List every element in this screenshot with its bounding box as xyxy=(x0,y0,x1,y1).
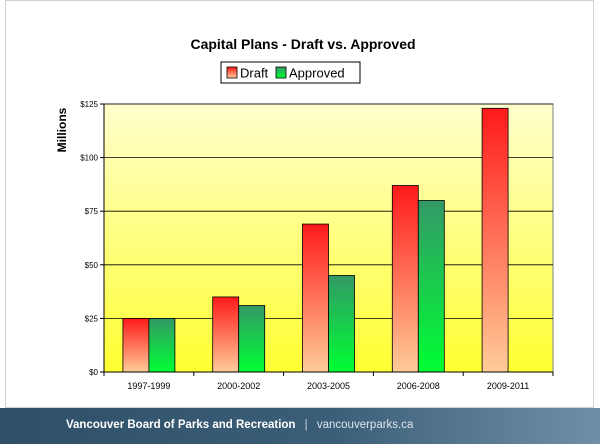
bars xyxy=(122,107,509,373)
y-tick-label: $100 xyxy=(80,154,98,163)
y-tick-label: $125 xyxy=(80,100,98,109)
y-tick-label: $0 xyxy=(89,368,98,377)
chart-title: Capital Plans - Draft vs. Approved xyxy=(190,36,415,52)
legend-swatch-approved xyxy=(275,66,287,79)
footer-bar: Vancouver Board of Parks and Recreation … xyxy=(0,408,600,444)
footer-text: Vancouver Board of Parks and Recreation … xyxy=(66,419,413,431)
bar-approved-2003-2005 xyxy=(328,275,355,373)
legend-swatch-draft xyxy=(226,66,238,79)
x-tick-label: 2000-2002 xyxy=(217,381,260,391)
y-axis-title: Millions xyxy=(55,107,69,152)
footer-org-name: Vancouver Board of Parks and Recreation xyxy=(66,419,296,431)
legend-box xyxy=(220,61,361,84)
bar-chart: Capital Plans - Draft vs. Approved Draft… xyxy=(55,36,554,391)
bar-draft-2000-2002 xyxy=(212,296,240,373)
bar-draft-2006-2008 xyxy=(391,185,419,373)
footer-separator: | xyxy=(304,419,308,431)
bar-approved-1997-1999 xyxy=(148,317,176,373)
footer-url-link[interactable]: vancouverparks.ca xyxy=(316,419,414,431)
x-tick-label: 2006-2008 xyxy=(397,381,440,391)
legend: Draft Approved xyxy=(220,61,361,84)
x-tick-label: 1997-1999 xyxy=(127,381,170,391)
bar-draft-2003-2005 xyxy=(302,223,329,373)
y-ticks: $0 $25 $50 $75 $100 $125 xyxy=(80,100,104,377)
legend-label-approved: Approved xyxy=(289,66,345,81)
bar-draft-1997-1999 xyxy=(122,317,150,373)
y-tick-label: $50 xyxy=(85,261,99,270)
y-tick-label: $75 xyxy=(85,207,99,216)
x-tick-label: 2003-2005 xyxy=(307,381,350,391)
y-tick-label: $25 xyxy=(85,314,99,323)
bar-draft-2009-2011 xyxy=(481,107,509,373)
x-tick-label: 2009-2011 xyxy=(487,381,529,391)
bar-approved-2000-2002 xyxy=(238,305,266,373)
legend-label-draft: Draft xyxy=(240,66,269,81)
bar-approved-2006-2008 xyxy=(417,200,445,373)
x-ticks: 1997-1999 2000-2002 2003-2005 2006-2008 2009… xyxy=(103,372,554,391)
